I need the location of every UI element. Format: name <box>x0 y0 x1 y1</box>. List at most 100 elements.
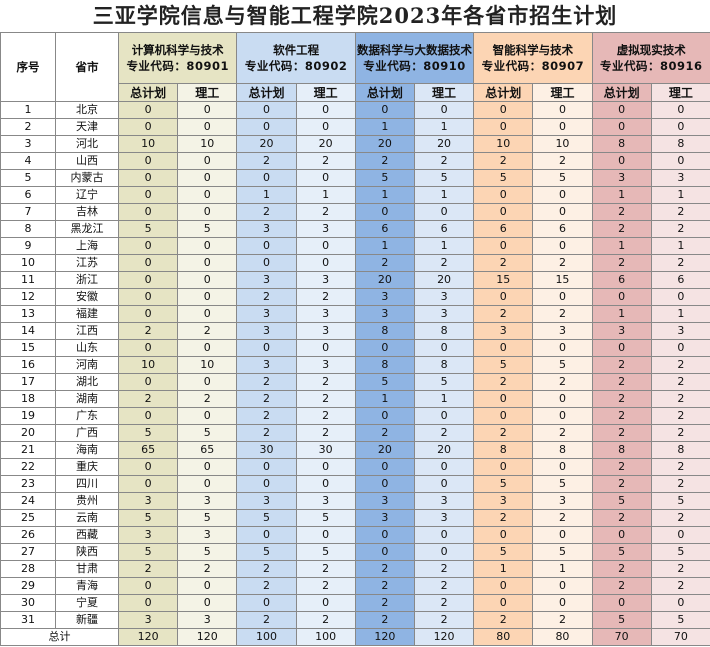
seq-cell: 2 <box>0 118 56 136</box>
value-cell: 3 <box>236 271 297 289</box>
data-row: 7 吉林 0 0 2 2 0 0 0 0 2 2 <box>0 203 710 221</box>
value-cell: 3 <box>532 492 593 510</box>
value-cell: 20 <box>354 271 415 289</box>
value-cell: 2 <box>295 577 356 595</box>
value-cell: 5 <box>591 543 652 561</box>
value-cell: 0 <box>177 475 238 493</box>
province-cell: 广西 <box>55 424 119 442</box>
value-cell: 3 <box>591 322 652 340</box>
value-cell: 5 <box>177 424 238 442</box>
value-cell: 0 <box>177 305 238 323</box>
seq-cell: 23 <box>0 475 56 493</box>
value-cell: 2 <box>236 288 297 306</box>
data-row: 23 四川 0 0 0 0 0 0 5 5 2 2 <box>0 475 710 493</box>
value-cell: 10 <box>177 135 238 153</box>
value-cell: 5 <box>532 169 593 187</box>
value-cell: 5 <box>473 356 534 374</box>
value-cell: 0 <box>354 339 415 357</box>
value-cell: 2 <box>413 424 475 442</box>
value-cell: 2 <box>236 577 297 595</box>
value-cell: 0 <box>117 254 179 272</box>
value-cell: 0 <box>532 237 593 255</box>
value-cell: 0 <box>117 407 179 425</box>
data-row: 26 西藏 3 3 0 0 0 0 0 0 0 0 <box>0 526 710 544</box>
value-cell: 3 <box>591 169 652 187</box>
value-cell: 30 <box>295 441 356 459</box>
value-cell: 0 <box>473 594 534 612</box>
value-cell: 2 <box>236 407 297 425</box>
value-cell: 3 <box>413 305 475 323</box>
value-cell: 2 <box>532 152 593 170</box>
major-code: 专业代码：80901 <box>126 59 229 73</box>
value-cell: 2 <box>473 509 534 527</box>
value-cell: 0 <box>177 288 238 306</box>
value-cell: 5 <box>295 543 356 561</box>
value-cell: 0 <box>177 254 238 272</box>
major-name: 数据科学与大数据技术 <box>356 43 472 57</box>
value-cell: 0 <box>532 577 593 595</box>
value-cell: 2 <box>295 611 356 629</box>
value-cell: 1 <box>354 390 415 408</box>
province-cell: 江苏 <box>55 254 119 272</box>
seq-header: 序号 <box>0 32 56 102</box>
value-cell: 0 <box>236 458 297 476</box>
value-cell: 2 <box>650 509 710 527</box>
value-cell: 5 <box>591 492 652 510</box>
value-cell: 1 <box>354 186 415 204</box>
seq-cell: 17 <box>0 373 56 391</box>
seq-cell: 20 <box>0 424 56 442</box>
value-cell: 0 <box>295 594 356 612</box>
value-cell: 2 <box>591 203 652 221</box>
value-cell: 1 <box>354 118 415 136</box>
data-row: 24 贵州 3 3 3 3 3 3 3 3 5 5 <box>0 492 710 510</box>
seq-cell: 19 <box>0 407 56 425</box>
value-cell: 0 <box>473 390 534 408</box>
value-cell: 6 <box>650 271 710 289</box>
province-cell: 海南 <box>55 441 119 459</box>
province-cell: 江西 <box>55 322 119 340</box>
province-cell: 辽宁 <box>55 186 119 204</box>
value-cell: 2 <box>591 509 652 527</box>
total-label: 总计 <box>0 628 119 646</box>
value-cell: 0 <box>177 203 238 221</box>
seq-cell: 25 <box>0 509 56 527</box>
value-cell: 3 <box>354 305 415 323</box>
value-cell: 2 <box>295 203 356 221</box>
value-cell: 65 <box>177 441 238 459</box>
value-cell: 2 <box>650 220 710 238</box>
value-cell: 0 <box>117 594 179 612</box>
total-cell: 80 <box>532 628 593 646</box>
value-cell: 5 <box>532 543 593 561</box>
value-cell: 0 <box>236 594 297 612</box>
major-header: 软件工程 专业代码：80902 <box>236 32 356 84</box>
value-cell: 2 <box>650 424 710 442</box>
province-cell: 宁夏 <box>55 594 119 612</box>
value-cell: 15 <box>473 271 534 289</box>
value-cell: 0 <box>117 186 179 204</box>
value-cell: 2 <box>591 475 652 493</box>
value-cell: 3 <box>177 492 238 510</box>
province-cell: 山西 <box>55 152 119 170</box>
value-cell: 2 <box>236 611 297 629</box>
major-name: 虚拟现实技术 <box>616 43 686 57</box>
value-cell: 2 <box>295 152 356 170</box>
seq-cell: 16 <box>0 356 56 374</box>
value-cell: 5 <box>177 543 238 561</box>
value-cell: 0 <box>413 475 475 493</box>
value-cell: 3 <box>295 322 356 340</box>
seq-cell: 5 <box>0 169 56 187</box>
province-header: 省市 <box>55 32 119 102</box>
value-cell: 3 <box>236 356 297 374</box>
value-cell: 0 <box>295 237 356 255</box>
value-cell: 1 <box>295 186 356 204</box>
major-name: 计算机科学与技术 <box>131 43 224 57</box>
value-cell: 3 <box>473 492 534 510</box>
value-cell: 0 <box>413 101 475 119</box>
data-row: 17 湖北 0 0 2 2 5 5 2 2 2 2 <box>0 373 710 391</box>
value-cell: 8 <box>413 322 475 340</box>
value-cell: 65 <box>117 441 179 459</box>
value-cell: 2 <box>473 424 534 442</box>
value-cell: 0 <box>236 526 297 544</box>
value-cell: 5 <box>177 220 238 238</box>
value-cell: 2 <box>236 152 297 170</box>
